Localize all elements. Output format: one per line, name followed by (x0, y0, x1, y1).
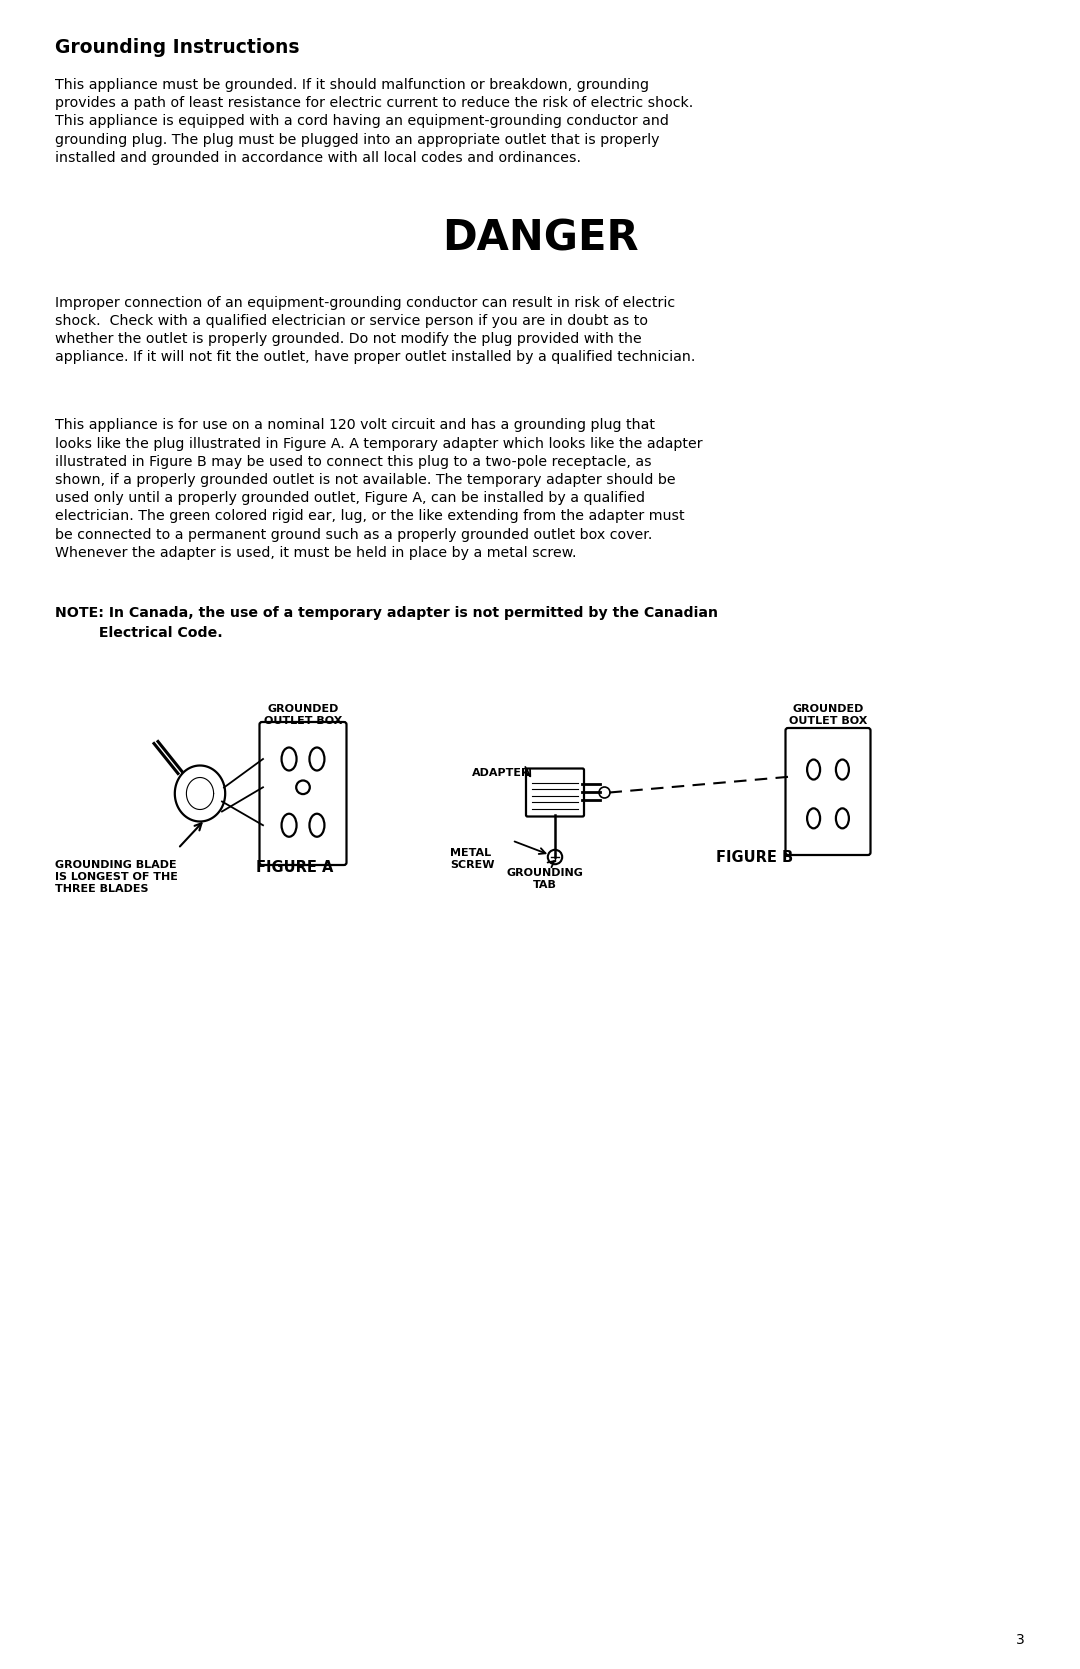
Ellipse shape (310, 748, 324, 771)
Text: NOTE: In Canada, the use of a temporary adapter is not permitted by the Canadian: NOTE: In Canada, the use of a temporary … (55, 606, 718, 621)
Text: METAL
SCREW: METAL SCREW (450, 848, 495, 871)
Text: DANGER: DANGER (442, 217, 638, 259)
Ellipse shape (282, 748, 297, 771)
Circle shape (599, 788, 610, 798)
Text: GROUNDED
OUTLET BOX: GROUNDED OUTLET BOX (264, 704, 342, 726)
Circle shape (548, 850, 563, 865)
Text: ADAPTER: ADAPTER (472, 768, 530, 778)
Ellipse shape (310, 814, 324, 836)
FancyBboxPatch shape (526, 768, 584, 816)
Text: This appliance is for use on a nominal 120 volt circuit and has a grounding plug: This appliance is for use on a nominal 1… (55, 419, 703, 559)
Text: GROUNDED
OUTLET BOX: GROUNDED OUTLET BOX (788, 704, 867, 726)
Text: Grounding Instructions: Grounding Instructions (55, 38, 299, 57)
Ellipse shape (282, 814, 297, 836)
FancyBboxPatch shape (259, 723, 347, 865)
Text: FIGURE A: FIGURE A (256, 861, 334, 876)
Text: FIGURE B: FIGURE B (716, 851, 793, 866)
Text: This appliance must be grounded. If it should malfunction or breakdown, groundin: This appliance must be grounded. If it s… (55, 78, 693, 165)
Ellipse shape (807, 759, 820, 779)
Ellipse shape (836, 759, 849, 779)
Text: Improper connection of an equipment-grounding conductor can result in risk of el: Improper connection of an equipment-grou… (55, 295, 696, 364)
Text: 3: 3 (1016, 1632, 1025, 1647)
Text: GROUNDING BLADE
IS LONGEST OF THE
THREE BLADES: GROUNDING BLADE IS LONGEST OF THE THREE … (55, 861, 178, 895)
Circle shape (296, 781, 310, 794)
Text: Electrical Code.: Electrical Code. (55, 626, 222, 639)
Polygon shape (175, 766, 226, 821)
Ellipse shape (836, 808, 849, 828)
Ellipse shape (807, 808, 820, 828)
Text: GROUNDING
TAB: GROUNDING TAB (507, 868, 583, 891)
FancyBboxPatch shape (785, 728, 870, 855)
